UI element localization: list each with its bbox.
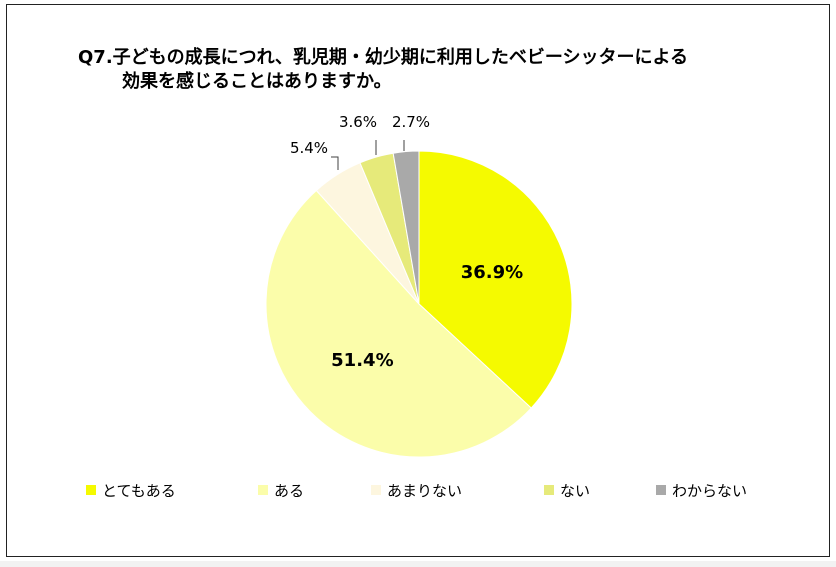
data-label-slice-4: 2.7% [392,113,430,131]
legend-label: ない [560,481,591,500]
legend-label: わからない [672,481,748,500]
legend-item-slice-3: ない [544,478,590,502]
legend-item-slice-1: ある [258,478,304,502]
chart-title-line-2: 効果を感じることはありますか。 [122,71,392,92]
legend-label: とてもある [102,481,176,500]
legend-swatch [258,485,268,495]
legend-label: ある [274,481,305,500]
data-label-slice-2: 5.4% [290,139,328,157]
legend-label: あまりない [387,481,463,500]
leader-lines [331,140,405,170]
pie-slices [265,150,573,458]
chart-title-line-1: Q7.子どもの成長につれ、乳児期・幼少期に利用したベビーシッターによる [78,47,688,68]
legend-item-slice-4: わからない [656,478,747,502]
legend-item-slice-2: あまりない [371,478,462,502]
legend-item-slice-0: とてもある [86,478,176,502]
pie-slice-1 [265,189,532,458]
legend-swatch [544,485,554,495]
pie-slice-4 [392,150,420,305]
pie-slice-0 [418,150,573,409]
data-label-slice-1: 51.4% [331,350,393,371]
bottom-strip [0,561,836,567]
chart-title: Q7.子どもの成長につれ、乳児期・幼少期に利用したベビーシッターによる 効果を感… [78,46,798,94]
legend-swatch [86,485,96,495]
data-label-slice-3: 3.6% [339,113,377,131]
legend-swatch [656,485,666,495]
legend: とてもある ある あまりない ない わからない [0,478,836,502]
leader-line-slice-2 [331,156,339,170]
data-labels: 36.9% 51.4% 5.4% 3.6% 2.7% [290,113,523,371]
data-label-slice-0: 36.9% [461,262,523,283]
legend-swatch [371,485,381,495]
